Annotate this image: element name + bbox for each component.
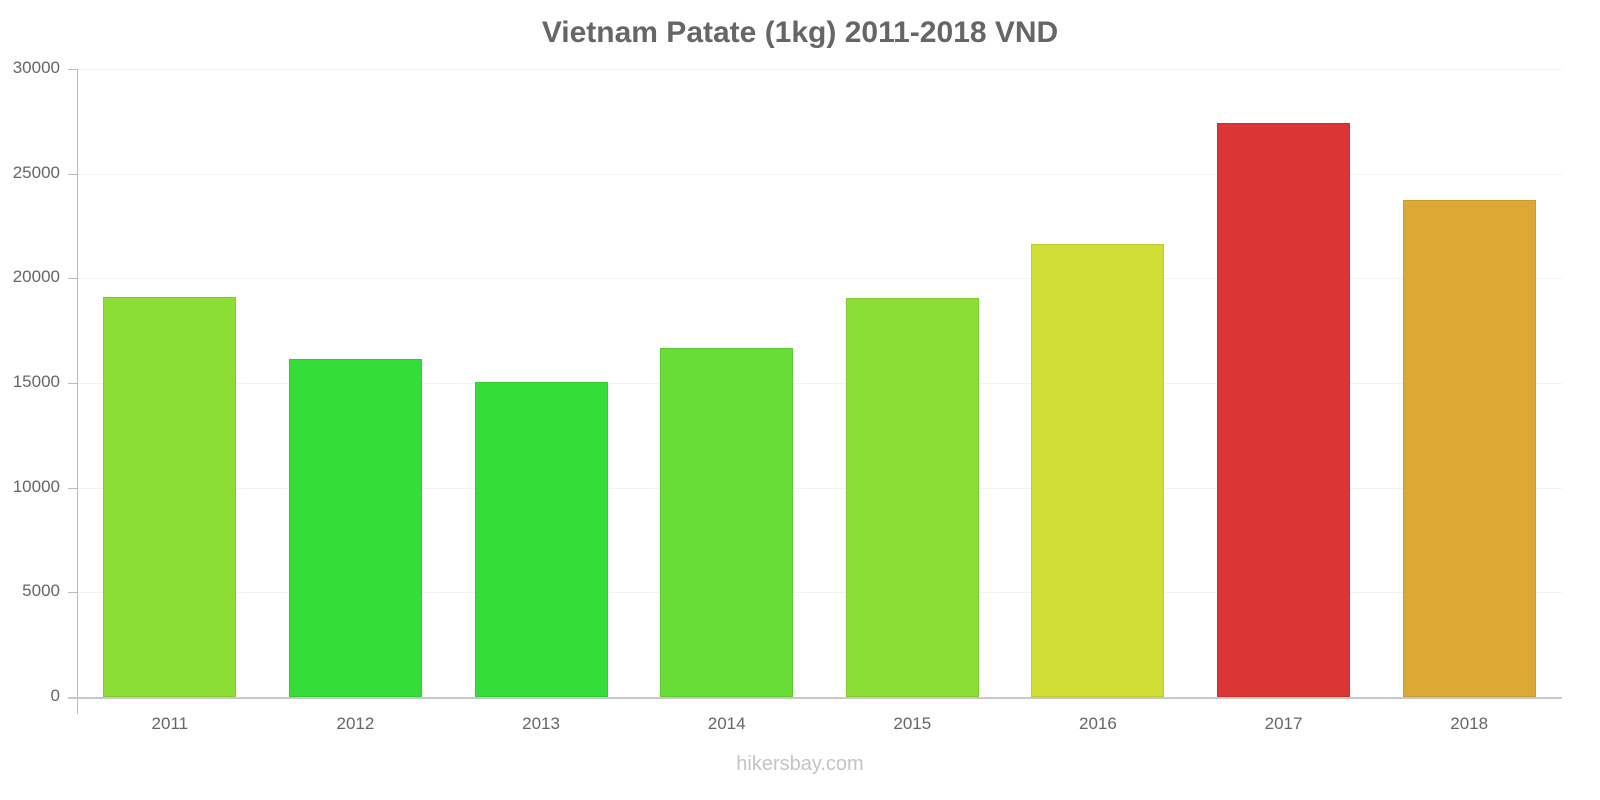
y-tick-mark (68, 592, 77, 594)
x-tick-label: 2013 (522, 714, 560, 733)
gridline (77, 592, 1562, 594)
x-tick-label: 2017 (1264, 714, 1303, 733)
y-tick-mark (68, 487, 77, 489)
y-tick-label: 10000 (12, 476, 60, 496)
y-tick-label: 0 (50, 686, 60, 705)
watermark: hikersbay.com (736, 753, 864, 775)
y-tick-label: 15000 (12, 372, 60, 391)
bar-2016[interactable] (1031, 243, 1165, 697)
x-tick-label: 2011 (151, 714, 189, 733)
x-tick-label: 2016 (1079, 714, 1117, 733)
gridline (77, 278, 1562, 280)
bar-2012[interactable] (288, 358, 422, 697)
y-tick-mark (68, 69, 77, 70)
gridline (77, 487, 1562, 489)
y-tick-label: 5000 (22, 581, 60, 601)
y-axis-line (77, 69, 78, 714)
y-tick-label: 25000 (12, 162, 60, 182)
gridline (77, 173, 1562, 175)
chart-title: Vietnam Patate (1kg) 2011-2018 VND (541, 16, 1059, 49)
plot-area (77, 69, 1562, 697)
y-tick-mark (68, 278, 77, 280)
y-tick-mark (68, 173, 77, 175)
x-axis-line (68, 697, 1562, 699)
x-tick-label: 2014 (707, 714, 746, 733)
y-tick-mark (68, 383, 77, 384)
bar-2011[interactable] (103, 297, 237, 697)
y-tick-label: 30000 (12, 58, 60, 77)
y-tick-label: 20000 (12, 267, 60, 287)
x-tick-label: 2015 (893, 714, 932, 733)
bar-2013[interactable] (474, 381, 608, 697)
bar-2015[interactable] (845, 298, 979, 697)
bar-2018[interactable] (1402, 199, 1536, 697)
bar-2017[interactable] (1217, 123, 1351, 697)
x-tick-label: 2012 (336, 714, 375, 733)
x-tick-label: 2018 (1450, 714, 1489, 733)
bar-2014[interactable] (660, 348, 794, 697)
gridline (77, 69, 1562, 70)
gridline (77, 383, 1562, 384)
